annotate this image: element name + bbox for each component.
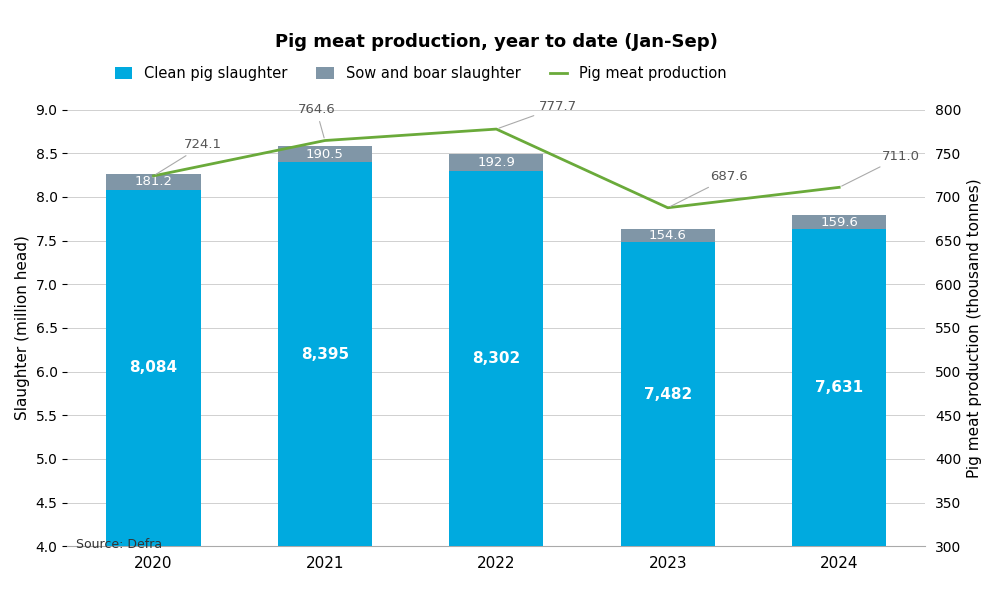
Text: 181.2: 181.2 (135, 175, 172, 188)
Text: 711.0: 711.0 (841, 150, 920, 186)
Bar (792, 215, 886, 229)
Bar (620, 229, 715, 242)
Pig meat production (662, 204, 674, 211)
Bar (278, 162, 372, 604)
Bar (792, 229, 886, 604)
Line: Pig meat production: Pig meat production (154, 129, 839, 208)
Bar (107, 174, 200, 190)
Text: 8,302: 8,302 (473, 351, 520, 366)
Bar (278, 146, 372, 162)
Text: 190.5: 190.5 (306, 147, 344, 161)
Y-axis label: Slaughter (million head): Slaughter (million head) (15, 236, 30, 420)
Bar (450, 170, 543, 604)
Pig meat production (833, 184, 845, 191)
Bar (107, 190, 200, 604)
Title: Pig meat production, year to date (Jan-Sep): Pig meat production, year to date (Jan-S… (275, 33, 718, 51)
Text: 777.7: 777.7 (498, 100, 577, 128)
Text: 159.6: 159.6 (821, 216, 858, 229)
Pig meat production (319, 137, 331, 144)
Y-axis label: Pig meat production (thousand tonnes): Pig meat production (thousand tonnes) (967, 178, 982, 478)
Bar (450, 154, 543, 170)
Text: 687.6: 687.6 (670, 170, 749, 207)
Pig meat production (148, 172, 160, 179)
Text: 8,084: 8,084 (130, 361, 177, 375)
Text: 764.6: 764.6 (297, 103, 335, 138)
Pig meat production (491, 126, 502, 133)
Legend: Clean pig slaughter, Sow and boar slaughter, Pig meat production: Clean pig slaughter, Sow and boar slaugh… (109, 60, 732, 87)
Text: 192.9: 192.9 (478, 156, 515, 169)
Text: 7,482: 7,482 (644, 387, 692, 402)
Bar (620, 242, 715, 604)
Text: 724.1: 724.1 (156, 138, 222, 175)
Text: 154.6: 154.6 (649, 229, 687, 242)
Text: 8,395: 8,395 (301, 347, 349, 362)
Text: 7,631: 7,631 (816, 380, 863, 395)
Text: Source: Defra: Source: Defra (76, 538, 162, 550)
